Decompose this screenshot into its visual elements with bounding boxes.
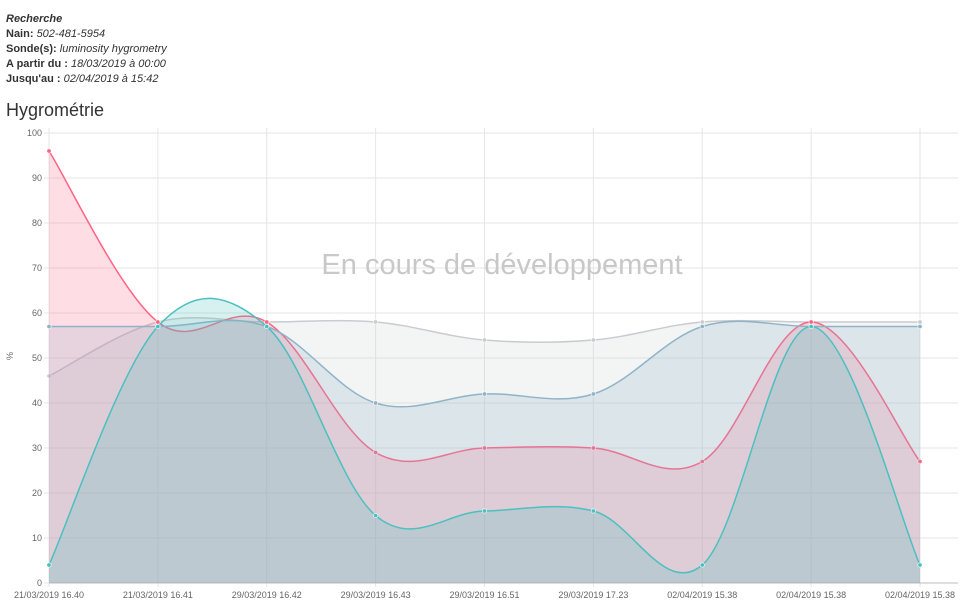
data-point: [808, 323, 814, 329]
x-tick-label: 29/03/2019 17.23: [558, 590, 628, 600]
data-point: [481, 391, 487, 397]
series-line: [48, 297, 921, 574]
data-point: [590, 445, 596, 451]
y-tick-label: 20: [32, 488, 42, 498]
data-point: [373, 319, 379, 325]
x-tick-label: 29/03/2019 16.51: [449, 590, 519, 600]
info-heading: Recherche: [6, 13, 63, 25]
data-point: [917, 323, 923, 329]
to-value: 02/04/2019 à 15:42: [63, 73, 159, 85]
watermark: En cours de développement: [321, 249, 682, 281]
data-point: [590, 391, 596, 397]
y-tick-label: 80: [32, 218, 42, 228]
data-point: [699, 458, 705, 464]
series-1: [46, 148, 923, 583]
data-point: [917, 458, 923, 464]
series-2: [46, 319, 923, 583]
info-to: Jusqu'au : 02/04/2019 à 15:42: [6, 73, 159, 85]
x-tick-label: 02/04/2019 15.38: [776, 590, 846, 600]
data-point: [46, 323, 52, 329]
x-tick-label: 21/03/2019 16.40: [14, 590, 84, 600]
y-tick-label: 100: [27, 128, 42, 138]
data-point: [917, 319, 923, 325]
info-from: A partir du : 18/03/2019 à 00:00: [6, 58, 166, 70]
data-point: [481, 508, 487, 514]
y-tick-label: 70: [32, 263, 42, 273]
y-tick-label: 60: [32, 308, 42, 318]
data-point: [590, 508, 596, 514]
data-point: [481, 337, 487, 343]
series-3: [46, 297, 923, 583]
data-point: [264, 319, 270, 325]
data-point: [46, 148, 52, 154]
y-axis-label: %: [5, 352, 15, 360]
x-tick-label: 02/04/2019 15.38: [667, 590, 737, 600]
from-value: 18/03/2019 à 00:00: [71, 58, 166, 70]
sondes-value: luminosity hygrometry: [59, 43, 167, 55]
data-point: [373, 512, 379, 518]
x-tick-label: 29/03/2019 16.42: [232, 590, 302, 600]
series-area: [49, 151, 920, 583]
data-point: [590, 337, 596, 343]
x-tick-label: 02/04/2019 15.38: [885, 590, 955, 600]
data-point: [699, 323, 705, 329]
data-point: [46, 562, 52, 568]
section-title: Hygrométrie: [6, 100, 105, 120]
data-point: [373, 400, 379, 406]
info-nain: Nain: 502-481-5954: [6, 28, 106, 40]
data-point: [155, 323, 161, 329]
y-tick-label: 40: [32, 398, 42, 408]
y-tick-label: 90: [32, 173, 42, 183]
series-area: [49, 320, 920, 583]
data-point: [264, 323, 270, 329]
search-info: Recherche Nain: 502-481-5954 Sonde(s): l…: [6, 12, 167, 87]
y-tick-label: 10: [32, 533, 42, 543]
info-sondes: Sonde(s): luminosity hygrometry: [6, 43, 167, 55]
data-point: [373, 449, 379, 455]
y-tick-label: 50: [32, 353, 42, 363]
data-point: [699, 319, 705, 325]
data-point: [481, 445, 487, 451]
y-tick-label: 0: [37, 578, 42, 588]
data-point: [917, 562, 923, 568]
y-tick-label: 30: [32, 443, 42, 453]
data-point: [699, 562, 705, 568]
series-area: [49, 298, 920, 583]
data-point: [155, 319, 161, 325]
x-tick-label: 21/03/2019 16.41: [123, 590, 193, 600]
nain-value: 502-481-5954: [36, 28, 106, 40]
x-tick-label: 29/03/2019 16.43: [341, 590, 411, 600]
data-point: [46, 373, 52, 379]
data-point: [808, 319, 814, 325]
